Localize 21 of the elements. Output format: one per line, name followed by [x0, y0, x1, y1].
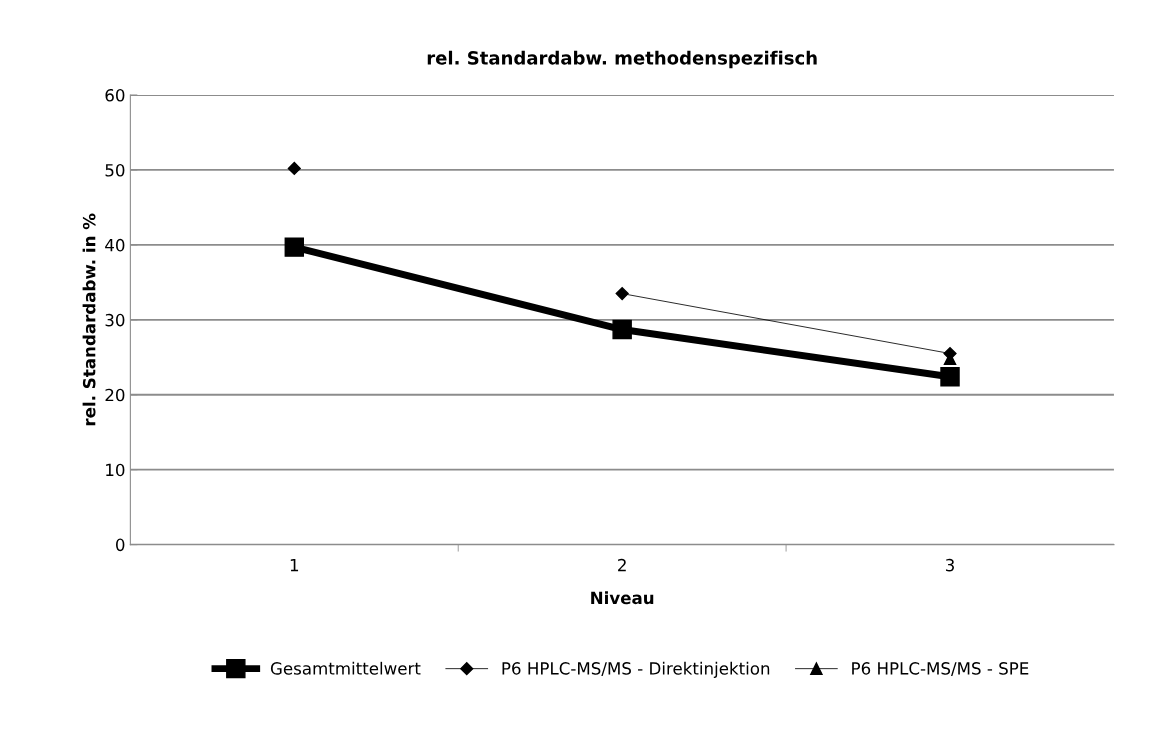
y-tick-label: 50 [105, 163, 125, 177]
y-tick-label: 10 [106, 463, 125, 477]
y-tick-label: 30 [105, 313, 125, 327]
y-tick-label: 40 [105, 238, 125, 252]
x-tick-label: 1 [290, 559, 299, 572]
x-tick-label: 3 [945, 558, 954, 572]
legend-label: Gesamtmittelwert [270, 661, 421, 675]
chart-title: rel. Standardabw. methodenspezifisch [427, 50, 817, 69]
point [284, 237, 305, 257]
point [615, 286, 629, 301]
point [612, 319, 632, 340]
y-axis-title: rel. Standardabw. in % [82, 213, 96, 426]
legend-label: P6 HPLC-MS/MS - SPE [852, 662, 1029, 677]
y-tick-label: 60 [105, 88, 125, 102]
x-tick-label: 2 [618, 558, 626, 572]
y-tick-label: 0 [116, 538, 125, 552]
legend-label: P6 HPLC-MS/MS - Direktinjektion [502, 661, 770, 678]
x-axis-title: Niveau [591, 591, 654, 605]
point [940, 367, 960, 387]
point [287, 161, 301, 176]
y-tick-label: 20 [105, 388, 125, 402]
